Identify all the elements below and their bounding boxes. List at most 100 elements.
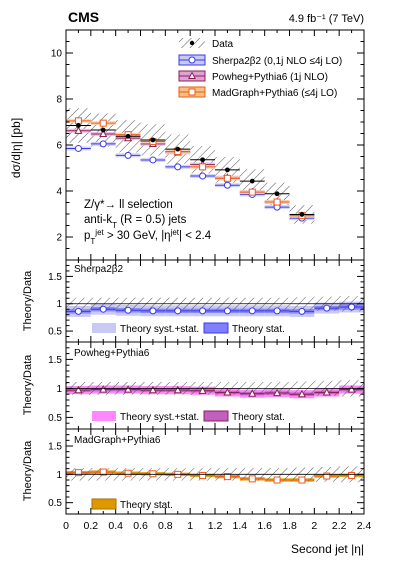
data-point bbox=[274, 191, 280, 197]
data-point bbox=[299, 212, 305, 217]
x-tick-label: 1 bbox=[187, 520, 193, 532]
x-tick-label: 2.2 bbox=[332, 520, 347, 532]
powheg-ratio-y-tick-label: 1.5 bbox=[48, 355, 62, 366]
legend-madgraph-label: MadGraph+Pythia6 (≤4j LO) bbox=[212, 88, 337, 99]
x-tick-label: 0.8 bbox=[158, 520, 173, 532]
sherpa-ratio-y-tick-label: 0.5 bbox=[48, 327, 62, 338]
ratio-panel-madgraph: 0.5 1 1.5 bbox=[48, 429, 365, 514]
sherpa-ratio-point bbox=[149, 307, 157, 315]
data-point bbox=[100, 127, 106, 133]
data-point bbox=[200, 157, 205, 163]
sherpa-ratio-point bbox=[99, 305, 107, 313]
madgraph-ratio-point bbox=[223, 473, 231, 481]
sherpa-ratio-point bbox=[248, 307, 256, 315]
label-powheg-syst: Theory syst.+stat. bbox=[120, 412, 199, 423]
swatch-sherpa-stat bbox=[203, 322, 229, 334]
legend-sherpa-label: Sherpa2β2 (0,1j NLO ≤4j LO) bbox=[212, 56, 342, 67]
powheg-ratio-y-tick-label: 1 bbox=[56, 384, 62, 395]
main-y-tick-label: 6 bbox=[56, 141, 62, 152]
sherpa-point bbox=[74, 144, 82, 152]
data-point bbox=[76, 123, 81, 128]
x-tick-label: 1.4 bbox=[233, 520, 248, 532]
powheg-ratio-point bbox=[297, 389, 306, 398]
swatch-madgraph-stat bbox=[91, 498, 117, 510]
powheg-ratio-point bbox=[173, 385, 182, 394]
legend-data-marker bbox=[189, 40, 195, 46]
x-tick-label: 0 bbox=[63, 520, 69, 532]
x-tick-label: 1.2 bbox=[208, 520, 223, 532]
sherpa-ratio-point bbox=[199, 307, 207, 315]
sherpa-point bbox=[124, 151, 132, 159]
madgraph-point bbox=[273, 198, 281, 206]
madgraph-ratio-point bbox=[199, 471, 207, 479]
powheg-ratio-point bbox=[347, 385, 356, 393]
sherpa-ratio-point bbox=[74, 307, 82, 315]
x-tick-label: 1.8 bbox=[282, 520, 297, 532]
legend-data-label: Data bbox=[212, 39, 234, 50]
x-axis-tick-labels: 0 0.2 0.4 0.6 0.8 1 1.2 1.4 1.6 1.8 2 2.2 2.4 bbox=[63, 520, 371, 532]
ratio-y-axis-label-madgraph: Theory/Data bbox=[22, 440, 34, 501]
powheg-point bbox=[99, 129, 108, 138]
powheg-ratio-point bbox=[74, 385, 83, 394]
powheg-ratio-point bbox=[248, 389, 257, 397]
sherpa-ratio-point bbox=[298, 307, 306, 315]
madgraph-ratio-y-tick-label: 0.5 bbox=[48, 498, 62, 509]
sherpa-ratio-point bbox=[124, 306, 132, 314]
x-tick-label: 0.4 bbox=[108, 520, 123, 532]
cms-label: CMS bbox=[68, 9, 99, 25]
main-y-tick-label: 2 bbox=[56, 233, 62, 244]
ratio-legend-madgraph: Theory stat. bbox=[91, 498, 173, 511]
madgraph-point bbox=[199, 163, 207, 171]
madgraph-ratio-point bbox=[124, 469, 132, 477]
label-sherpa-syst: Theory syst.+stat. bbox=[120, 324, 199, 335]
ratio-panel-title-sherpa: Sherpa2β2 bbox=[74, 264, 124, 275]
legend-powheg-marker bbox=[187, 71, 197, 79]
x-tick-label: 2 bbox=[311, 520, 317, 532]
x-tick-label: 0.2 bbox=[84, 520, 99, 532]
madgraph-ratio-point bbox=[273, 476, 281, 484]
data-point bbox=[125, 133, 131, 139]
data-point bbox=[249, 178, 255, 184]
powheg-point bbox=[74, 126, 83, 134]
data-point bbox=[175, 146, 181, 152]
main-y-tick-label: 10 bbox=[51, 49, 63, 60]
ratio-frame-madgraph bbox=[65, 428, 365, 515]
madgraph-ratio-point bbox=[149, 470, 157, 478]
madgraph-ratio-point bbox=[323, 472, 331, 480]
sherpa-ratio-y-tick-label: 1.5 bbox=[48, 272, 62, 283]
selection-line-3: pTjet > 30 GeV, |ηjet| < 2.4 bbox=[84, 228, 212, 246]
x-tick-label: 0.6 bbox=[133, 520, 148, 532]
madgraph-ratio-y-tick-label: 1 bbox=[56, 470, 62, 481]
madgraph-ratio-point bbox=[248, 475, 256, 483]
powheg-ratio-point bbox=[124, 385, 133, 393]
madgraph-ratio-point bbox=[298, 476, 306, 484]
madgraph-point bbox=[99, 119, 107, 127]
sherpa-point bbox=[99, 140, 107, 148]
legend: Data Sherpa2β2 (0,1j NLO ≤4j LO) Powheg+… bbox=[178, 38, 342, 99]
madgraph-point bbox=[74, 117, 82, 125]
main-y-tick-label: 4 bbox=[56, 187, 62, 198]
ratio-panel-title-powheg: Powheg+Pythia6 bbox=[74, 348, 150, 359]
sherpa-ratio-point bbox=[174, 307, 182, 315]
legend-madgraph-marker bbox=[188, 88, 196, 96]
ratio-panel-powheg: 0.5 1 1.5 bbox=[48, 342, 365, 429]
main-y-axis-label: dσ/d|η| [pb] bbox=[9, 118, 23, 178]
madgraph-ratio-point bbox=[348, 471, 356, 479]
x-axis-label: Second jet |η| bbox=[291, 542, 364, 556]
data-point bbox=[225, 167, 230, 173]
powheg-ratio-point bbox=[322, 387, 331, 396]
powheg-ratio-point bbox=[198, 386, 207, 394]
lumi-label: 4.9 fb⁻¹ (7 TeV) bbox=[289, 13, 364, 25]
powheg-ratio-point bbox=[273, 388, 282, 397]
madgraph-ratio-point bbox=[99, 468, 107, 476]
powheg-ratio-point bbox=[99, 385, 108, 393]
legend-powheg-label: Powheg+Pythia6 (1j NLO) bbox=[212, 72, 328, 83]
sherpa-point bbox=[223, 181, 231, 189]
sherpa-ratio-point bbox=[223, 307, 231, 315]
label-madgraph-stat: Theory stat. bbox=[120, 500, 173, 511]
legend-sherpa-marker bbox=[188, 56, 196, 64]
powheg-ratio-y-tick-label: 0.5 bbox=[48, 413, 62, 424]
ratio-legend-sherpa: Theory syst.+stat. Theory stat. bbox=[92, 322, 285, 335]
sherpa-ratio-point bbox=[348, 303, 356, 311]
main-y-tick-label: 8 bbox=[56, 95, 62, 106]
